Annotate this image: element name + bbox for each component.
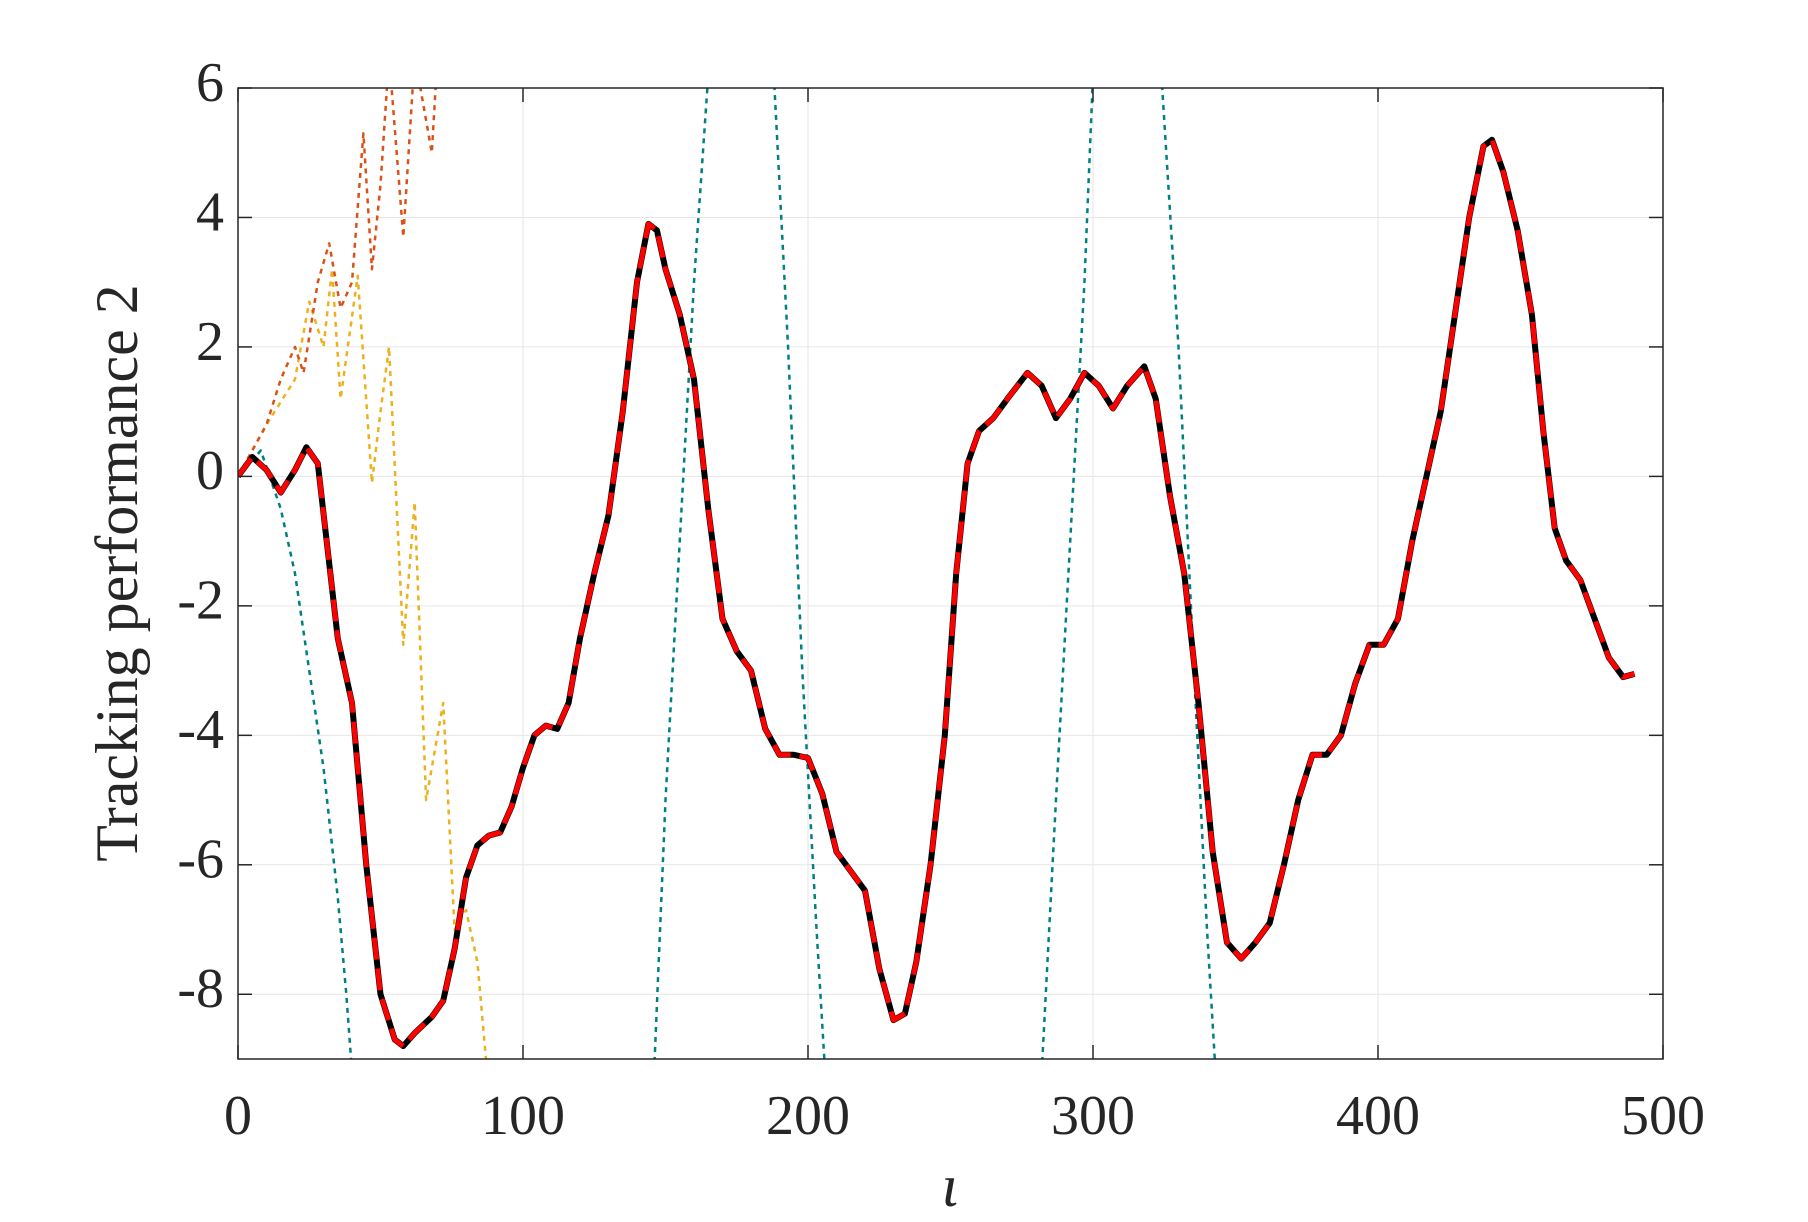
data-line: [238, 449, 353, 1059]
plot-area: [238, 88, 1663, 1059]
x-tick-label: 500: [1621, 1085, 1705, 1147]
data-line: [238, 268, 488, 1059]
y-tick-label: 4: [196, 181, 224, 243]
lines: [238, 88, 1636, 1059]
ticks: 0 100 200 300 400 500 -8 -6 -4 -2 0 2 4 6: [177, 52, 1705, 1147]
y-tick-label: 0: [196, 440, 224, 502]
axes-box: [237, 87, 1664, 1060]
data-line: [1160, 88, 1217, 1059]
x-tick-label: 0: [224, 1085, 252, 1147]
data-line: [238, 137, 1636, 1049]
y-tick-label: -4: [177, 699, 224, 761]
y-tick-label: 2: [196, 311, 224, 373]
x-tick-label: 300: [1051, 1085, 1135, 1147]
x-tick-label: 100: [481, 1085, 565, 1147]
x-axis-label: ι: [942, 1153, 959, 1219]
x-tick-label: 200: [766, 1085, 850, 1147]
y-axis-label: Tracking performance 2: [84, 284, 150, 862]
data-line: [238, 88, 437, 478]
x-tick-label: 400: [1336, 1085, 1420, 1147]
y-tick-label: -2: [177, 570, 224, 632]
data-line: [773, 88, 826, 1059]
y-tick-label: -8: [177, 958, 224, 1020]
data-line: [1041, 88, 1094, 1059]
data-line: [653, 88, 709, 1059]
y-tick-label: 6: [196, 52, 224, 114]
y-tick-label: -6: [177, 829, 224, 891]
